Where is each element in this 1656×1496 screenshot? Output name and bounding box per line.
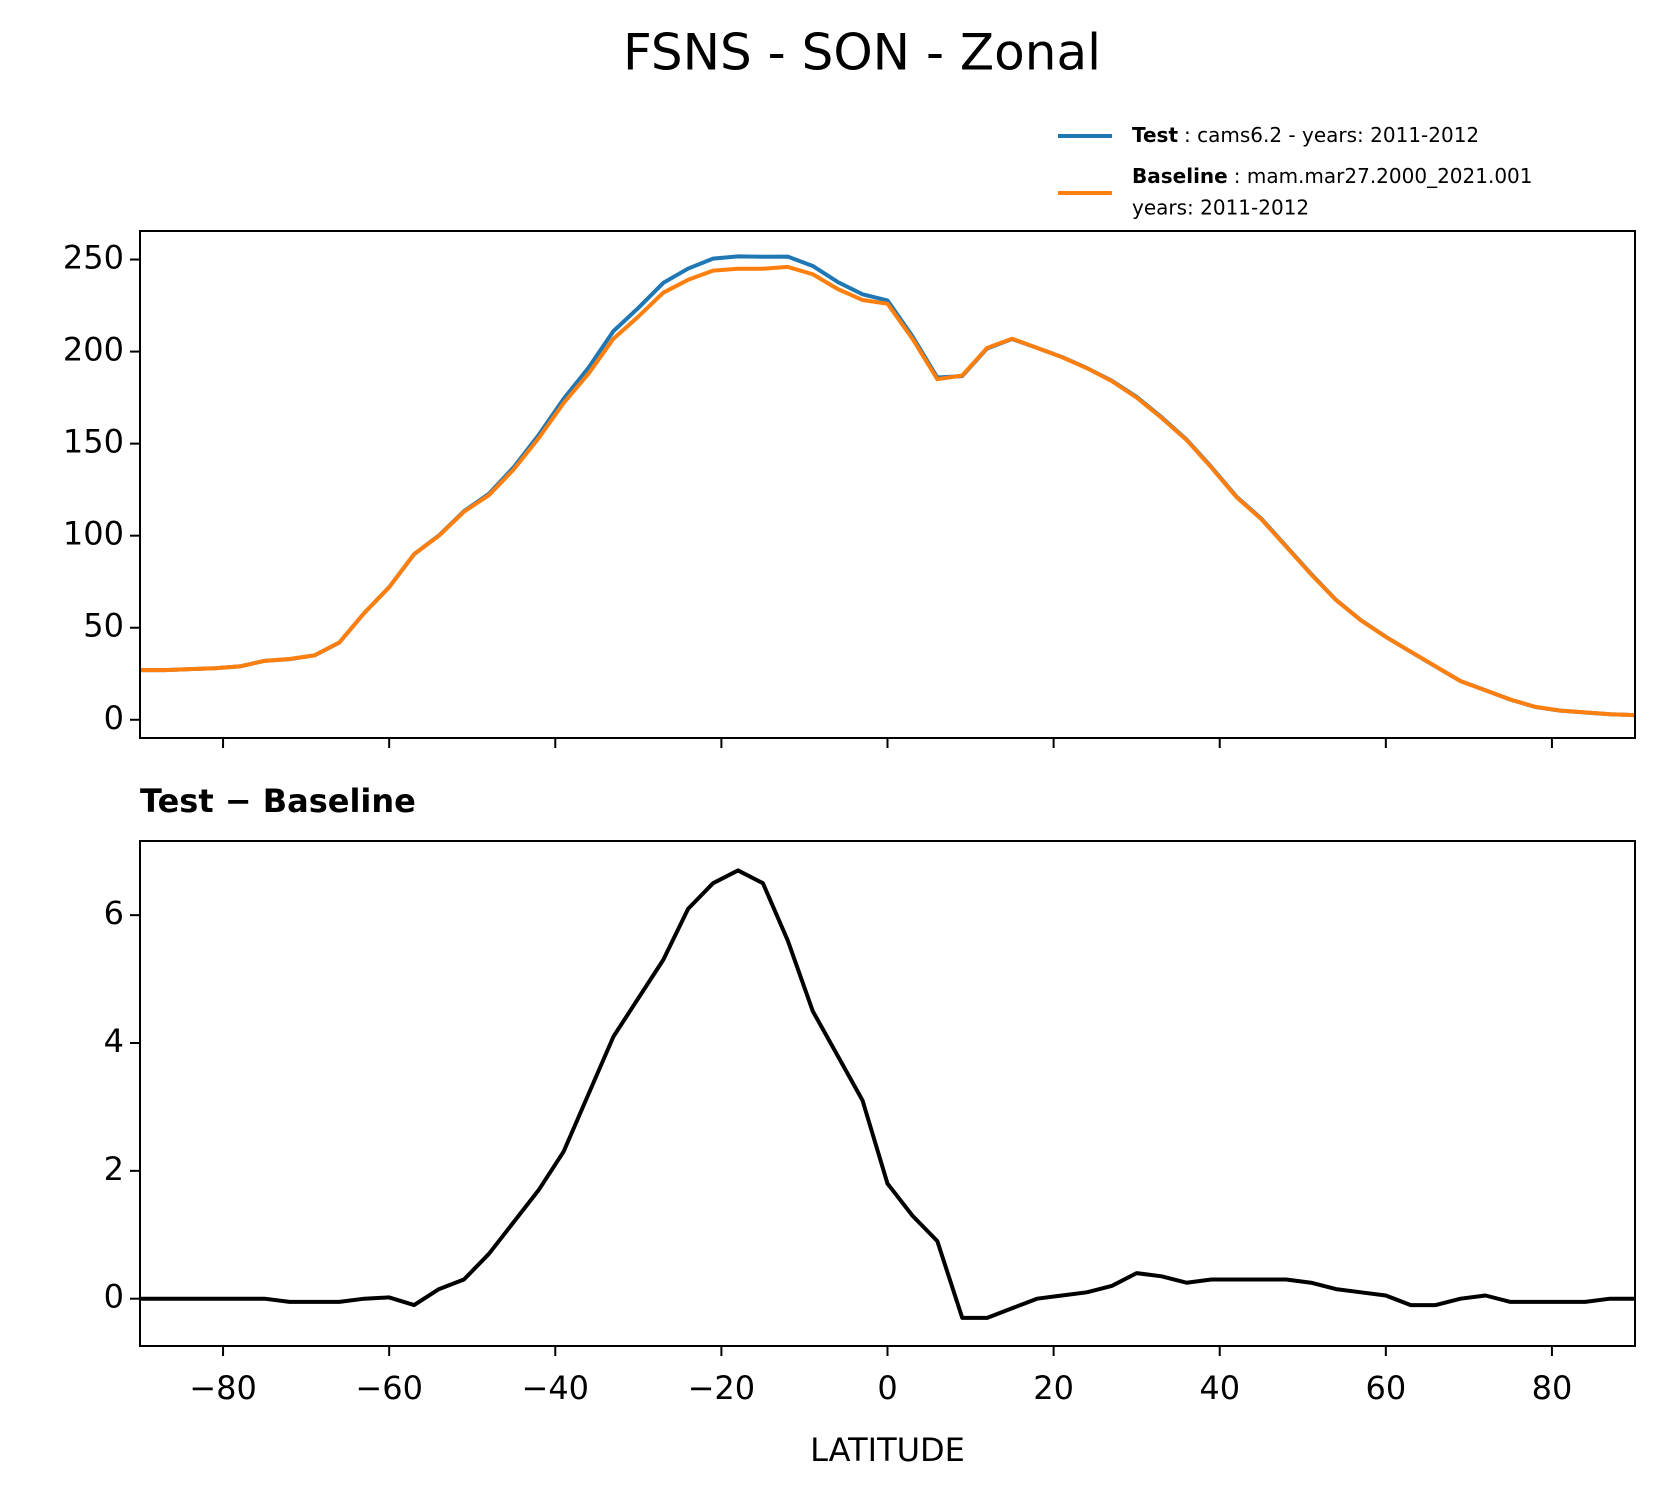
y-tick-label: 100 <box>63 515 124 553</box>
y-tick-label: 4 <box>104 1022 124 1060</box>
legend-description: years: 2011-2012 <box>1132 196 1309 220</box>
x-tick-label: 20 <box>1033 1369 1074 1407</box>
x-tick-label: 0 <box>877 1369 897 1407</box>
x-tick-label: 60 <box>1365 1369 1406 1407</box>
y-tick-label: 250 <box>63 239 124 277</box>
y-tick-label: 2 <box>104 1150 124 1188</box>
x-tick-label: −20 <box>688 1369 756 1407</box>
y-tick-label: 50 <box>83 607 124 645</box>
legend-entry: Test: cams6.2 - years: 2011-2012 <box>1132 123 1479 147</box>
x-tick-label: 40 <box>1199 1369 1240 1407</box>
axes-frame <box>139 840 1636 1347</box>
subplot-title: Test − Baseline <box>140 782 416 820</box>
x-tick-label: 80 <box>1532 1369 1573 1407</box>
axes-frame <box>139 230 1636 739</box>
figure-title: FSNS - SON - Zonal <box>623 24 1101 82</box>
y-tick-label: 200 <box>63 331 124 369</box>
x-tick-label: −40 <box>522 1369 590 1407</box>
x-axis-label: LATITUDE <box>810 1431 965 1469</box>
x-tick-label: −60 <box>355 1369 423 1407</box>
y-tick-label: 0 <box>104 699 124 737</box>
legend-name: Test <box>1132 123 1178 147</box>
legend-name: Baseline <box>1132 164 1228 188</box>
y-tick-label: 150 <box>63 423 124 461</box>
data-line <box>140 868 1635 1320</box>
y-tick-label: 6 <box>104 894 124 932</box>
legend-description: : cams6.2 - years: 2011-2012 <box>1184 123 1479 147</box>
plot-area <box>140 254 1635 718</box>
legend-entry: Baseline: mam.mar27.2000_2021.001 <box>1132 164 1533 188</box>
y-tick-label: 0 <box>104 1278 124 1316</box>
x-tick-label: −80 <box>189 1369 257 1407</box>
legend-description: : mam.mar27.2000_2021.001 <box>1234 164 1533 188</box>
plot-area <box>140 868 1635 1320</box>
data-line <box>140 264 1635 718</box>
